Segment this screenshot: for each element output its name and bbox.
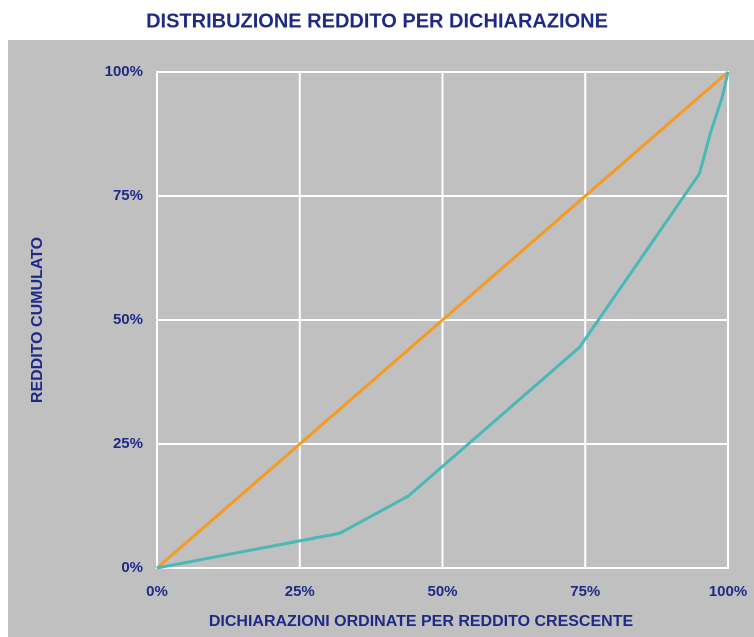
y-tick-label: 75%: [113, 187, 143, 204]
x-tick-label: 25%: [285, 583, 315, 600]
line: [156, 71, 730, 570]
x-tick-label: 100%: [709, 583, 747, 600]
x-tick-label: 0%: [146, 583, 168, 600]
y-tick-label: 100%: [105, 63, 143, 80]
x-axis-label: DICHIARAZIONI ORDINATE PER REDDITO CRESC…: [209, 613, 634, 630]
line: [156, 70, 729, 570]
y-axis-label: REDDITO CUMULATO: [29, 237, 46, 403]
x-tick-label: 50%: [427, 583, 457, 600]
x-tick-label: 75%: [570, 583, 600, 600]
chart-title: DISTRIBUZIONE REDDITO PER DICHIARAZIONE: [146, 10, 608, 32]
y-tick-label: 25%: [113, 435, 143, 452]
y-tick-label: 0%: [121, 559, 143, 576]
y-tick-label: 50%: [113, 311, 143, 328]
